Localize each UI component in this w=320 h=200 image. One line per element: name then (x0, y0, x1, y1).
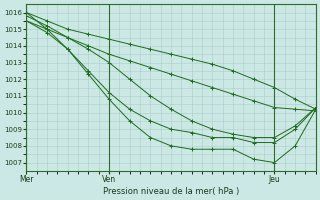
X-axis label: Pression niveau de la mer( hPa ): Pression niveau de la mer( hPa ) (103, 187, 239, 196)
